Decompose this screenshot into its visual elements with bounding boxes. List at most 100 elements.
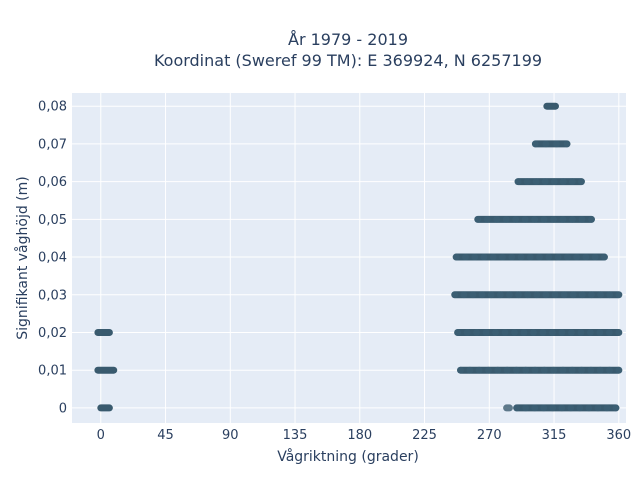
data-point	[508, 253, 516, 261]
data-point	[522, 366, 530, 374]
data-point	[451, 291, 459, 299]
data-point	[513, 404, 521, 412]
data-point	[493, 215, 501, 223]
data-point	[549, 329, 556, 336]
data-point	[454, 329, 462, 336]
data-point	[517, 253, 525, 261]
data-point	[578, 215, 586, 223]
data-point	[545, 253, 553, 261]
y-tick-label: 0,02	[38, 326, 67, 341]
data-point	[569, 215, 576, 223]
data-point	[469, 291, 477, 299]
data-point	[511, 329, 518, 336]
y-tick-label: 0,04	[38, 251, 67, 266]
data-point	[582, 253, 590, 261]
data-point	[568, 329, 575, 336]
data-point	[551, 291, 559, 299]
data-point	[601, 253, 608, 261]
data-point	[588, 291, 595, 299]
data-point	[496, 291, 504, 299]
data-point	[540, 404, 548, 412]
data-point	[474, 215, 482, 223]
data-points	[94, 102, 623, 412]
x-tick-label: 225	[412, 428, 437, 443]
y-tick-label: 0,08	[38, 100, 67, 115]
data-point	[542, 140, 550, 148]
data-point	[605, 329, 613, 336]
data-point	[563, 253, 571, 261]
data-point	[587, 366, 595, 374]
data-point	[531, 215, 539, 223]
y-tick-label: 0,05	[38, 213, 67, 228]
data-point	[550, 366, 558, 374]
data-point	[478, 291, 486, 299]
data-point	[462, 253, 469, 261]
data-point	[512, 215, 520, 223]
data-point	[553, 140, 560, 148]
data-point	[466, 366, 474, 374]
data-point	[585, 404, 593, 412]
data-point	[542, 291, 550, 299]
data-point	[615, 291, 623, 299]
y-tick-label: 0,06	[38, 175, 67, 190]
data-point	[606, 291, 614, 299]
data-point	[567, 404, 575, 412]
data-point	[569, 291, 577, 299]
data-point	[485, 366, 492, 374]
data-point	[536, 253, 543, 261]
data-point	[494, 366, 502, 374]
data-point	[522, 404, 530, 412]
data-point	[492, 329, 499, 336]
data-point	[550, 178, 558, 186]
data-point	[576, 404, 584, 412]
data-point	[577, 329, 585, 336]
data-point	[530, 329, 537, 336]
data-point	[487, 291, 495, 299]
data-point	[612, 404, 620, 412]
data-point	[578, 366, 585, 374]
x-tick-label: 0	[97, 428, 105, 443]
y-tick-label: 0,01	[38, 364, 67, 379]
data-point	[457, 366, 464, 374]
data-point	[540, 215, 548, 223]
x-tick-label: 270	[477, 428, 502, 443]
data-point	[540, 366, 548, 374]
data-point	[558, 329, 566, 336]
data-point	[499, 253, 506, 261]
data-point	[514, 178, 522, 186]
data-point	[558, 404, 566, 412]
data-point	[568, 366, 576, 374]
data-point	[577, 178, 585, 186]
data-point	[482, 329, 490, 336]
data-point	[563, 140, 571, 148]
data-point	[559, 178, 567, 186]
data-point	[531, 366, 539, 374]
data-point	[541, 178, 549, 186]
y-tick-label: 0,03	[38, 288, 67, 303]
data-point	[520, 329, 528, 336]
data-point	[606, 366, 613, 374]
data-point	[475, 366, 483, 374]
data-point	[512, 366, 520, 374]
data-point	[539, 329, 547, 336]
data-point	[597, 291, 604, 299]
y-tick-label: 0,07	[38, 137, 67, 152]
data-point	[586, 329, 594, 336]
data-point	[615, 329, 623, 336]
x-tick-label: 135	[283, 428, 308, 443]
data-point	[596, 329, 604, 336]
data-point	[554, 253, 562, 261]
data-point	[506, 291, 513, 299]
data-point	[573, 253, 581, 261]
y-tick-label: 0	[59, 401, 67, 416]
x-axis-title: Vågriktning (grader)	[277, 448, 419, 465]
chart-title-line2: Koordinat (Sweref 99 TM): E 369924, N 62…	[154, 51, 542, 70]
data-point	[524, 291, 532, 299]
data-point	[591, 253, 599, 261]
x-tick-label: 45	[157, 428, 174, 443]
data-point	[483, 215, 491, 223]
data-point	[502, 215, 510, 223]
data-point	[588, 215, 595, 223]
